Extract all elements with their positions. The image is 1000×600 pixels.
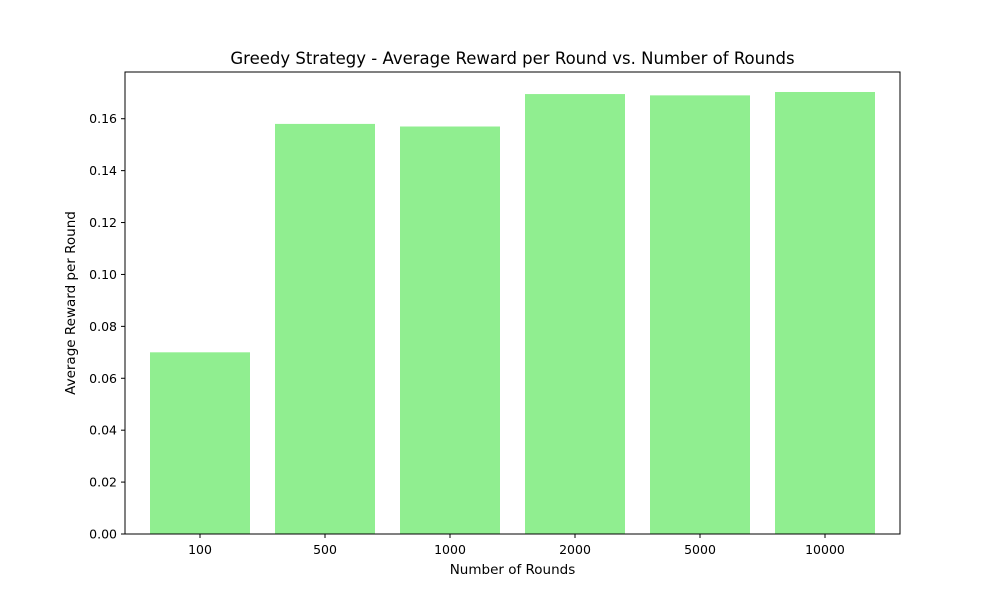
plot-area-frame <box>124 71 901 535</box>
y-tick-label: 0.08 <box>89 319 117 334</box>
bar-10000 <box>775 91 875 535</box>
y-tick-label: 0.10 <box>89 267 117 282</box>
x-tick-label: 2000 <box>559 542 591 557</box>
x-axis-ticks: 100 500 1000 2000 5000 10000 <box>188 534 845 557</box>
y-tick-label: 0.04 <box>89 423 117 438</box>
x-axis-label: Number of Rounds <box>450 562 576 578</box>
y-tick-label: 0.02 <box>89 475 117 490</box>
bar-100 <box>150 352 250 534</box>
y-tick-label: 0.06 <box>89 371 117 386</box>
x-tick-label: 100 <box>188 542 212 557</box>
x-tick-label: 500 <box>313 542 337 557</box>
bar-5000 <box>650 95 750 535</box>
bar-1000 <box>400 126 500 534</box>
y-tick-label: 0.12 <box>89 215 117 230</box>
x-tick-label: 1000 <box>434 542 466 557</box>
bar-2000 <box>525 94 625 534</box>
bar-500 <box>275 123 375 534</box>
x-tick-label: 5000 <box>684 542 716 557</box>
chart-title: Greedy Strategy - Average Reward per Rou… <box>230 49 794 68</box>
y-tick-label: 0.16 <box>89 111 117 126</box>
y-axis-ticks: 0.00 0.02 0.04 0.06 0.08 0.10 0.12 0.14 0.16 <box>89 111 125 542</box>
x-tick-label: 10000 <box>805 542 845 557</box>
bars-group <box>150 91 875 535</box>
y-tick-label: 0.14 <box>89 163 117 178</box>
y-tick-label: 0.00 <box>89 527 117 542</box>
y-axis-label: Average Reward per Round <box>63 211 79 395</box>
